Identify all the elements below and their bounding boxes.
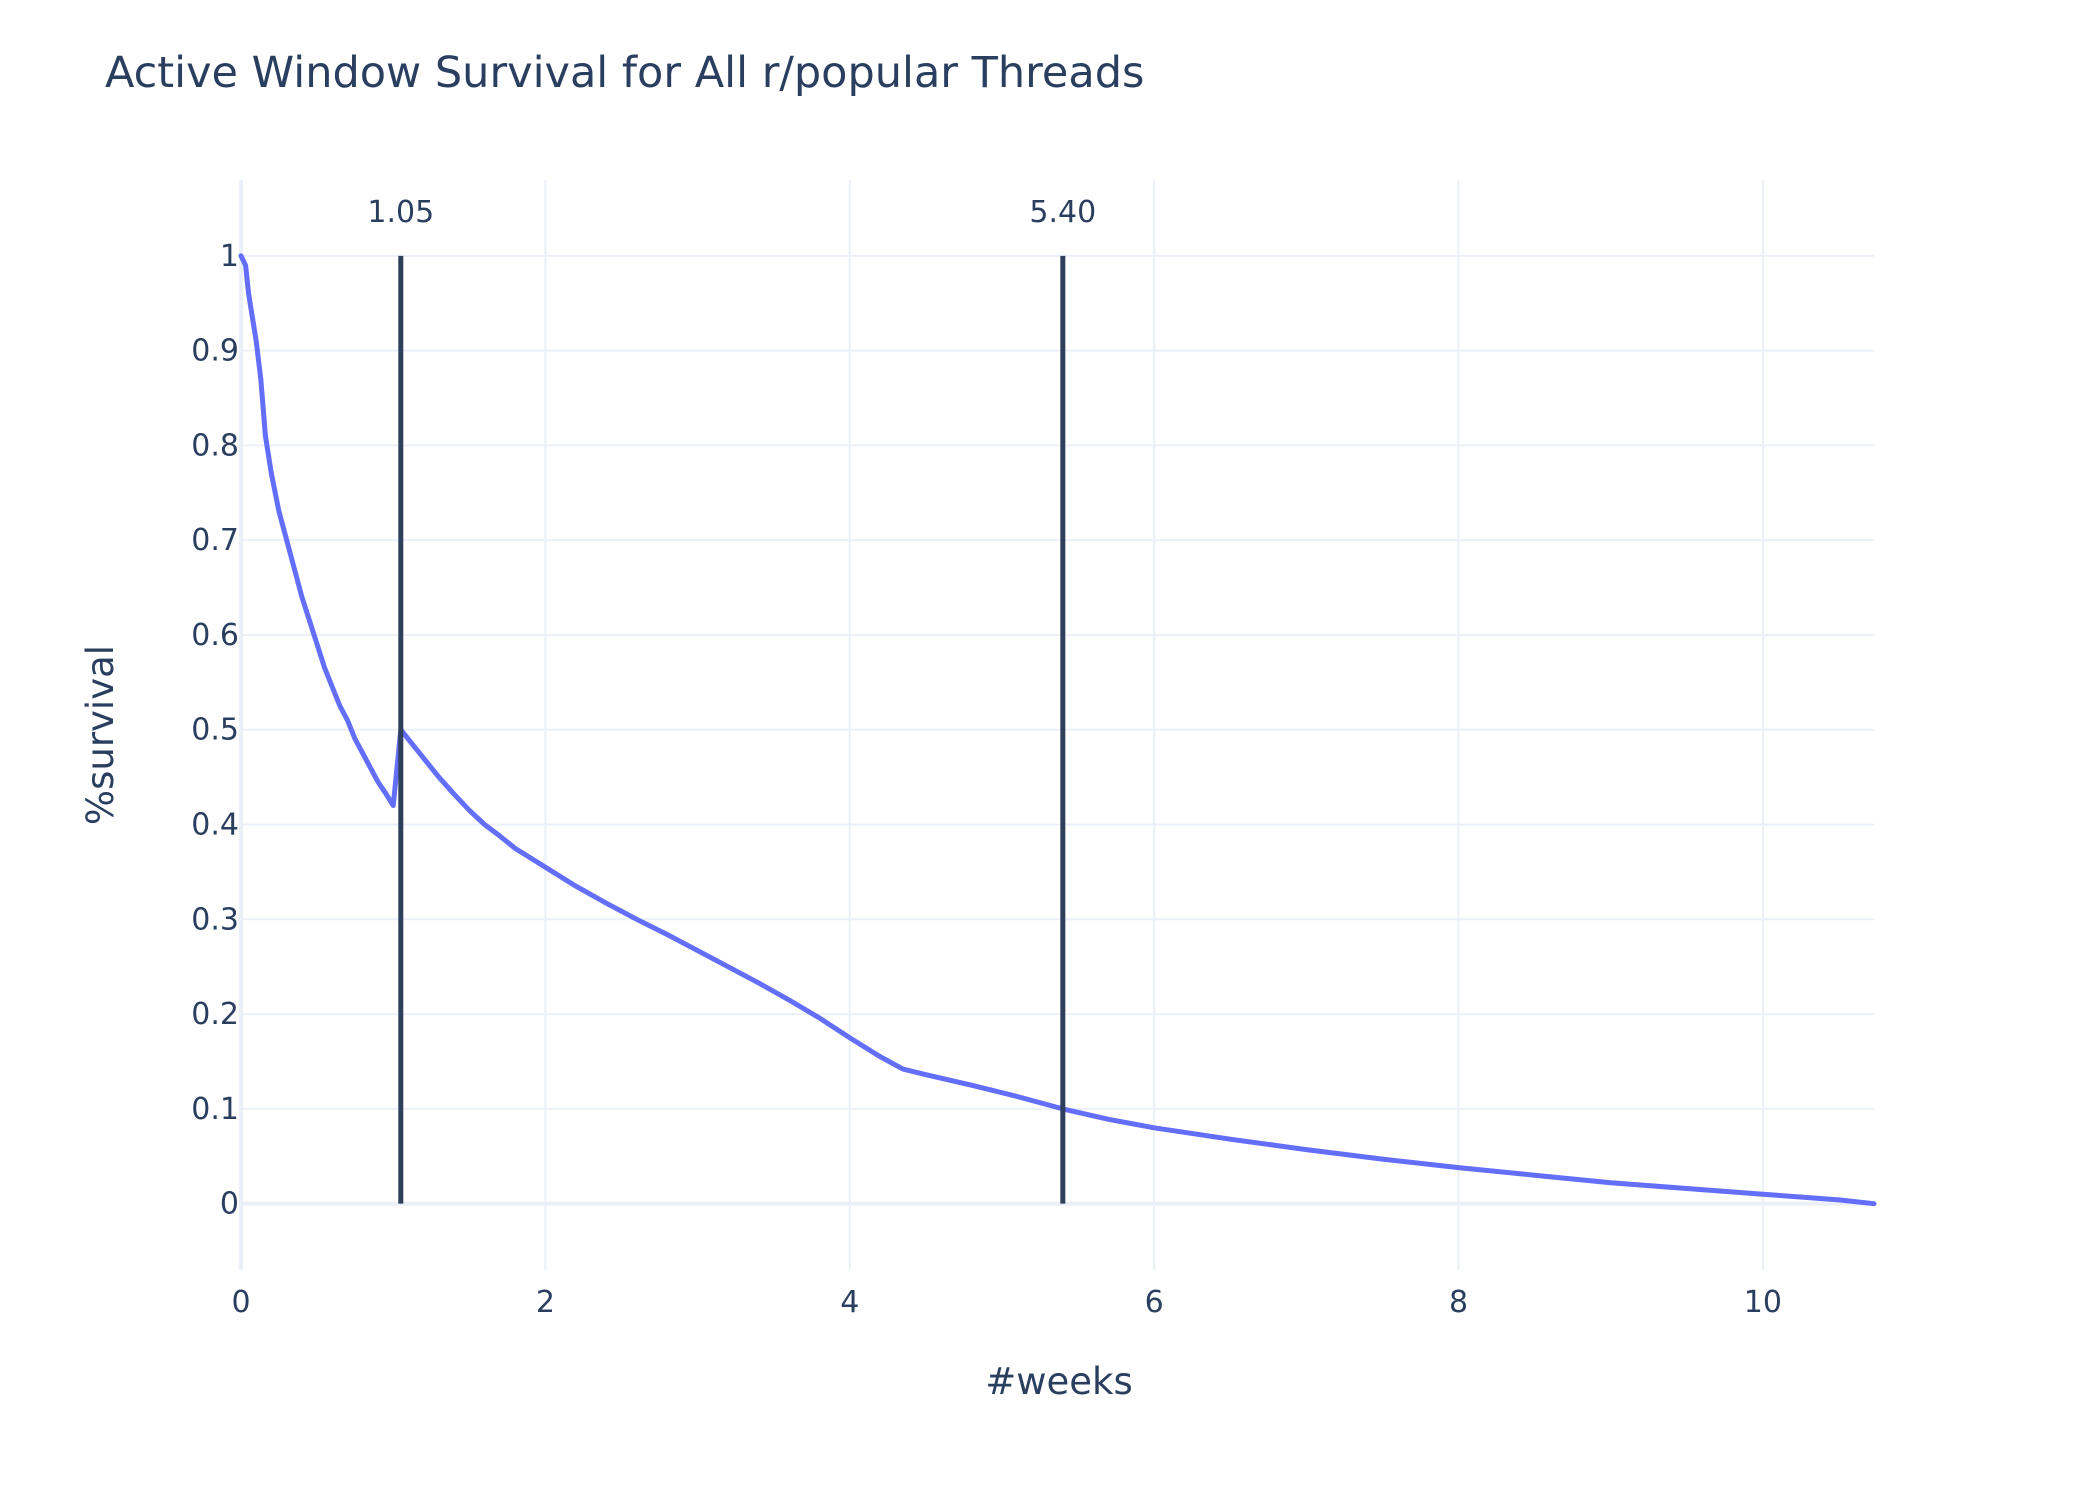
chart-title: Active Window Survival for All r/popular…	[105, 48, 1144, 98]
vline-label: 5.40	[1029, 195, 1096, 230]
y-tick-label: 0.7	[191, 523, 239, 558]
x-axis-title: #weeks	[985, 1360, 1133, 1403]
tick-layer: 0 2 4 6 8 10 0 0.1 0.2 0.3 0.4 0.5 0.6 0.7 0.8 0.9 1	[191, 239, 1782, 1320]
x-tick-label: 0	[231, 1285, 250, 1320]
vline-label: 1.05	[367, 195, 434, 230]
x-tick-label: 10	[1744, 1285, 1782, 1320]
vline-layer: 1.05 5.40	[367, 195, 1096, 1204]
y-tick-label: 0.6	[191, 618, 239, 653]
y-tick-label: 1	[220, 239, 239, 274]
y-tick-label: 0	[220, 1187, 239, 1222]
x-tick-label: 6	[1145, 1285, 1164, 1320]
data-layer	[238, 253, 1877, 1207]
y-tick-label: 0.2	[191, 997, 239, 1032]
y-tick-label: 0.3	[191, 902, 239, 937]
y-axis-title: %survival	[79, 645, 122, 825]
survival-line	[238, 253, 1877, 1207]
y-tick-label: 0.5	[191, 713, 239, 748]
x-tick-label: 4	[840, 1285, 859, 1320]
y-tick-label: 0.4	[191, 808, 239, 843]
y-tick-label: 0.8	[191, 428, 239, 463]
grid-layer	[239, 180, 1874, 1270]
x-tick-label: 2	[536, 1285, 555, 1320]
y-tick-label: 0.9	[191, 334, 239, 369]
x-tick-label: 8	[1449, 1285, 1468, 1320]
y-tick-label: 0.1	[191, 1092, 239, 1127]
